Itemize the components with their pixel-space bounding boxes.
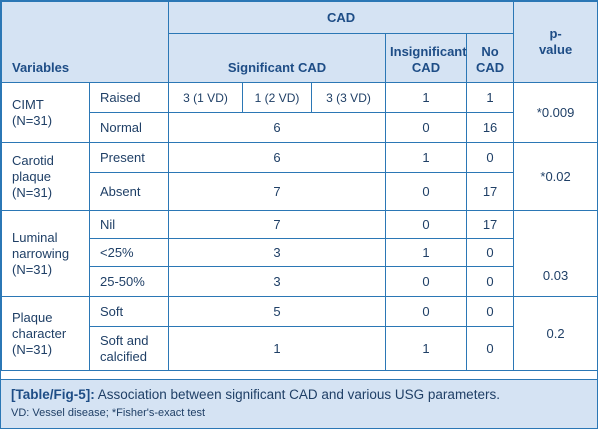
header-cad: CAD: [168, 1, 515, 34]
header-p-value-label: p-value: [538, 26, 573, 57]
table-row: Plaque character (N=31) Soft 5 0 0 0.2: [1, 296, 598, 371]
table-row: Luminal narrowing (N=31) Nil 7 0 17 0.03: [1, 210, 598, 297]
variable-cimt: CIMT (N=31): [1, 82, 90, 143]
row-label-soft-calcified: Soft and calcified: [88, 326, 170, 371]
cell-no-cad: 0: [466, 266, 515, 297]
cell-3vd: 3 (3 VD): [311, 82, 387, 113]
cell-significant: 7: [168, 172, 387, 211]
row-label-25-50: 25-50%: [88, 266, 170, 297]
row-label-present: Present: [88, 142, 170, 173]
variable-luminal-label: Luminal narrowing (N=31): [12, 229, 70, 277]
cell-significant: 3: [168, 266, 387, 297]
association-table: Variables CAD p-value Significant CAD In…: [0, 1, 598, 371]
row-label-raised: Raised: [88, 82, 170, 113]
caption-footnote: VD: Vessel disease; *Fisher's-exact test: [11, 407, 206, 419]
caption-text: Association between significant CAD and …: [94, 387, 500, 402]
row-label-absent: Absent: [88, 172, 170, 211]
header-row-1: Variables CAD p-value: [0, 1, 598, 83]
table-row: Normal 6 0 16: [2, 112, 598, 143]
cell-no-cad: 17: [466, 210, 515, 239]
variable-cimt-label: CIMT (N=31): [12, 96, 53, 128]
variable-luminal: Luminal narrowing (N=31): [1, 210, 90, 297]
p-value-carotid: *0.02: [513, 142, 598, 211]
cell-insignificant: 0: [385, 296, 468, 327]
cell-significant: 6: [168, 142, 387, 173]
row-label-lt25: <25%: [88, 238, 170, 267]
cell-significant: 3: [168, 238, 387, 267]
cell-no-cad: 0: [466, 142, 515, 173]
cell-2vd: 1 (2 VD): [242, 82, 313, 113]
cell-significant: 7: [168, 210, 387, 239]
cell-no-cad: 1: [466, 82, 515, 113]
p-value-luminal: 0.03: [513, 210, 598, 297]
caption-line: [Table/Fig-5]: Association between signi…: [11, 386, 587, 404]
cell-no-cad: 16: [466, 112, 515, 143]
cell-insignificant: 1: [385, 82, 468, 113]
header-no-cad-label: No CAD: [475, 44, 505, 75]
cell-1vd: 3 (1 VD): [168, 82, 244, 113]
cell-significant: 6: [168, 112, 387, 143]
header-no-cad: No CAD: [466, 33, 515, 83]
variable-plaque-label: Plaque character (N=31): [12, 309, 67, 357]
cell-insignificant: 1: [385, 238, 468, 267]
variable-carotid-label: Carotid plaque (N=31): [12, 152, 54, 200]
table-caption: [Table/Fig-5]: Association between signi…: [1, 379, 597, 428]
cell-no-cad: 0: [466, 326, 515, 371]
cell-insignificant: 1: [385, 142, 468, 173]
variable-plaque: Plaque character (N=31): [1, 296, 90, 371]
cell-no-cad: 0: [466, 238, 515, 267]
header-insignificant-cad: Insignificant CAD: [385, 33, 468, 83]
row-label-soft-calcified-text: Soft and calcified: [100, 332, 149, 364]
cell-insignificant: 0: [385, 112, 468, 143]
cell-no-cad: 0: [466, 296, 515, 327]
table-row: Soft and calcified 1 1 0: [2, 326, 598, 371]
row-label-normal: Normal: [88, 112, 170, 143]
cell-insignificant: 0: [385, 172, 468, 211]
cell-no-cad: 17: [466, 172, 515, 211]
table-row: <25% 3 1 0: [2, 238, 598, 267]
caption-label: [Table/Fig-5]:: [11, 387, 95, 402]
p-value-cimt: *0.009: [513, 82, 598, 143]
row-label-nil: Nil: [88, 210, 170, 239]
header-significant-cad: Significant CAD: [168, 33, 387, 83]
cell-insignificant: 1: [385, 326, 468, 371]
table-row: CIMT (N=31) Raised 3 (1 VD) 1 (2 VD) 3 (…: [1, 82, 598, 143]
table-row: 25-50% 3 0 0: [2, 266, 598, 297]
table-row: Carotid plaque (N=31) Present 6 1 0 *0.0…: [1, 142, 598, 211]
p-value-plaque: 0.2: [513, 296, 598, 371]
header-variables: Variables: [0, 1, 170, 83]
cell-insignificant: 0: [385, 210, 468, 239]
cell-significant: 1: [168, 326, 387, 371]
cell-significant: 5: [168, 296, 387, 327]
header-row-2: Significant CAD Insignificant CAD No CAD: [2, 33, 598, 83]
header-p-value: p-value: [513, 1, 598, 83]
cell-insignificant: 0: [385, 266, 468, 297]
row-label-soft: Soft: [88, 296, 170, 327]
variable-carotid: Carotid plaque (N=31): [1, 142, 90, 211]
table-row: Absent 7 0 17: [2, 172, 598, 211]
